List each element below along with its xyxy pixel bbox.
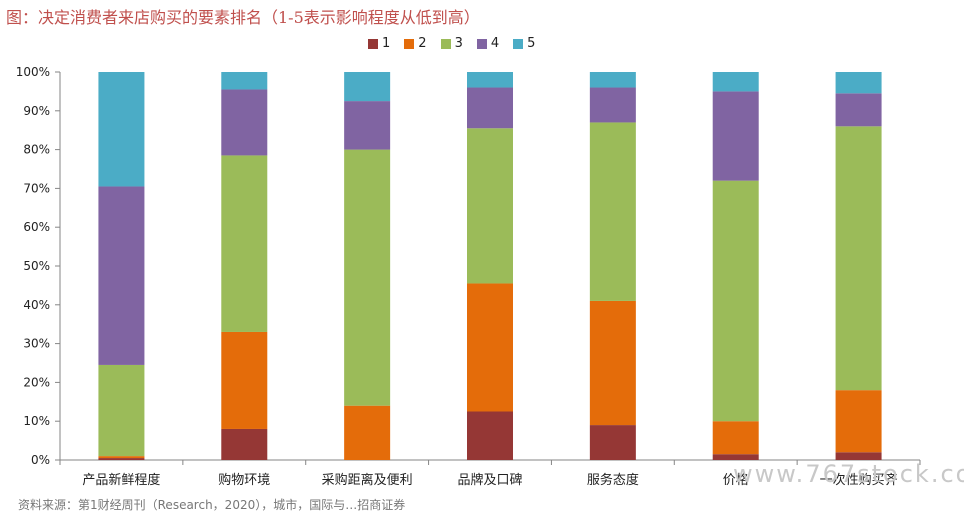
bar-segment-5 (589, 72, 636, 88)
y-tick-label: 50% (23, 259, 50, 273)
chart-legend: 1 2 3 4 5 (368, 36, 535, 51)
watermark: www.767stock.com (733, 460, 964, 488)
legend-item-5: 5 (513, 36, 535, 51)
bar-segment-2 (835, 390, 882, 453)
bar-segment-5 (835, 72, 882, 94)
y-tick-label: 100% (16, 65, 50, 79)
chart-title: 图：决定消费者来店购买的要素排名（1-5表示影响程度从低到高） (6, 8, 480, 27)
bar-segment-4 (344, 101, 391, 150)
legend-label: 4 (490, 36, 500, 51)
bar-segment-2 (344, 405, 391, 460)
source-footer: 资料来源：第1财经周刊（Research，2020），城市，国际与…招商证券 (18, 498, 406, 512)
bar-segment-5 (98, 72, 145, 187)
bar-segment-2 (589, 300, 636, 426)
y-tick-label: 80% (23, 143, 50, 157)
bar-segment-3 (835, 126, 882, 391)
legend-item-4: 4 (476, 36, 500, 51)
y-tick-label: 90% (23, 104, 50, 118)
bar-segment-2 (467, 283, 513, 412)
x-tick-label: 采购距离及便利 (322, 472, 413, 488)
bar-segment-4 (835, 93, 882, 127)
legend-label: 1 (382, 36, 391, 51)
legend-item-2: 2 (404, 36, 427, 51)
legend-swatch (513, 38, 524, 49)
bar-segment-3 (98, 364, 145, 457)
x-tick-label: 服务态度 (587, 472, 639, 488)
bar-segment-5 (221, 72, 268, 90)
legend-label: 5 (527, 36, 536, 51)
y-tick-label: 20% (23, 375, 50, 389)
x-tick-label: 价格 (723, 472, 749, 488)
legend-label: 2 (418, 36, 427, 51)
x-tick-label: 产品新鲜程度 (82, 472, 160, 488)
y-tick-label: 0% (31, 453, 50, 467)
legend-label: 3 (454, 36, 463, 51)
legend-swatch (440, 38, 451, 49)
y-tick-label: 30% (23, 337, 50, 351)
bar-segment-1 (98, 458, 145, 460)
x-tick-label: 购物环境 (218, 472, 270, 488)
bar-segment-1 (589, 425, 636, 460)
x-tick-label: 一次性购买齐 (820, 472, 898, 488)
bar-segment-4 (712, 91, 759, 181)
legend-item-1: 1 (368, 36, 390, 51)
y-tick-label: 10% (23, 414, 50, 428)
legend-swatch (404, 38, 415, 49)
bar-segment-4 (221, 89, 268, 156)
y-tick-label: 70% (23, 181, 50, 195)
bar-segment-2 (221, 331, 268, 429)
legend-swatch (476, 38, 487, 49)
bar-segment-1 (467, 411, 513, 460)
x-tick-label: 品牌及口碑 (457, 472, 522, 488)
bar-segment-5 (712, 72, 759, 92)
bar-segment-4 (98, 186, 145, 365)
bar-segment-5 (467, 72, 513, 88)
bar-segment-3 (344, 149, 391, 406)
bar-segment-4 (589, 87, 636, 123)
bar-segment-1 (712, 454, 759, 460)
bar-segment-1 (221, 428, 268, 460)
bar-segment-3 (467, 128, 513, 284)
bar-segment-3 (712, 180, 759, 422)
bar-segment-4 (467, 87, 513, 129)
bar-segment-3 (589, 122, 636, 301)
bar-segment-5 (344, 72, 391, 102)
legend-swatch (368, 38, 378, 49)
y-tick-label: 40% (23, 298, 50, 312)
legend-item-3: 3 (440, 36, 463, 51)
bar-segment-2 (712, 421, 759, 455)
bar-segment-1 (835, 452, 882, 460)
y-tick-label: 60% (23, 220, 50, 234)
bar-segment-2 (98, 456, 145, 459)
bar-segment-3 (221, 155, 268, 332)
